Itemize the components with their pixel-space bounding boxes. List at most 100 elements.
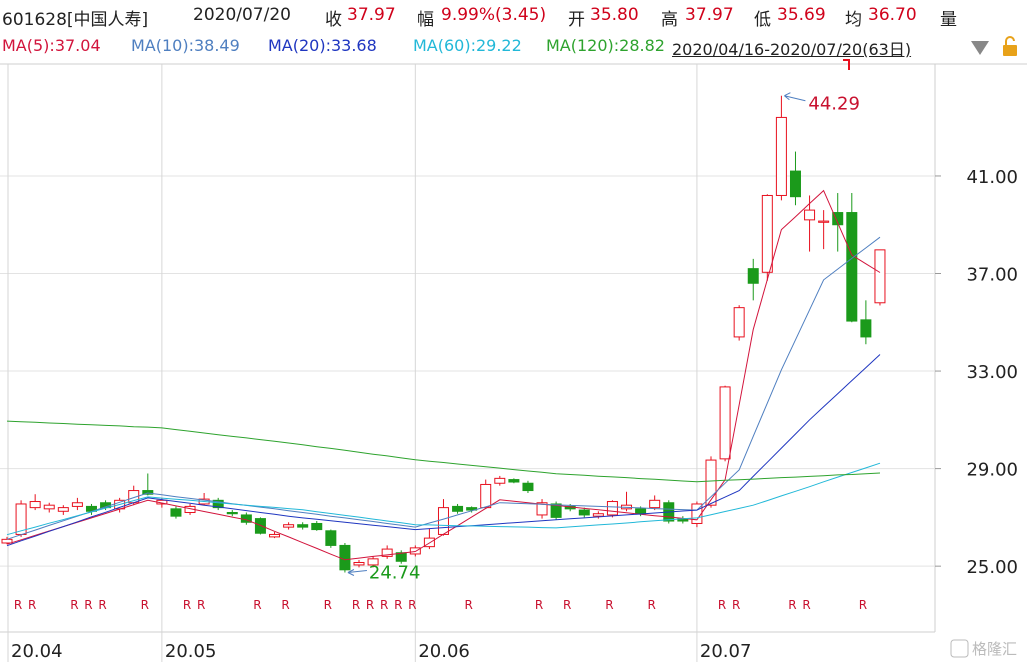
- field-label: 高: [661, 10, 678, 30]
- lock-icon[interactable]: [1003, 45, 1017, 56]
- flag: R: [70, 598, 78, 612]
- candle-body: [381, 548, 393, 557]
- watermark: 格隆汇: [972, 640, 1017, 658]
- candle-body: [325, 530, 337, 546]
- legend-value: 33.68: [330, 36, 377, 55]
- flag: R: [408, 598, 416, 612]
- ma-line: [6, 420, 881, 483]
- legend-name: MA(120): [546, 36, 619, 55]
- candle-body: [480, 483, 492, 509]
- flag: R: [732, 598, 740, 612]
- field-value: 36.70: [868, 5, 917, 25]
- y-tick-label: 29.00: [966, 460, 1018, 481]
- legend-name: MA(60): [413, 36, 476, 55]
- candle-body: [733, 307, 745, 338]
- low-arrow: [347, 569, 367, 576]
- flag: R: [535, 598, 543, 612]
- candle-body: [705, 459, 717, 506]
- flag: R: [366, 598, 374, 612]
- y-tick-label: 25.00: [966, 557, 1018, 578]
- field-label: 幅: [417, 10, 434, 30]
- legend-entry: MA(10)38.49: [131, 36, 240, 55]
- ma-line: [6, 354, 881, 547]
- candle-body: [226, 512, 238, 515]
- candle-body: [29, 501, 41, 509]
- flag: R: [648, 598, 656, 612]
- candle-body: [283, 524, 295, 528]
- candle-body: [311, 522, 323, 531]
- candle-body: [536, 502, 548, 516]
- candle-body: [691, 503, 703, 524]
- field-label: 均: [845, 10, 862, 30]
- flag: R: [605, 598, 613, 612]
- flag: R: [324, 598, 332, 612]
- field-value: 35.69: [777, 5, 826, 25]
- flag: R: [394, 598, 402, 612]
- y-tick-label: 33.00: [966, 362, 1018, 383]
- candle-body: [269, 533, 281, 538]
- flag: R: [197, 598, 205, 612]
- candle-body: [860, 319, 872, 338]
- legend-entry: MA(60)29.22: [413, 36, 522, 55]
- flag: R: [98, 598, 106, 612]
- legend-name: MA(10): [131, 36, 194, 55]
- field-label: 收: [325, 10, 342, 30]
- date-range[interactable]: 2020/04/16-2020/07/20(63日): [672, 40, 912, 59]
- flag: R: [281, 598, 289, 612]
- field-value: 37.97: [347, 5, 396, 25]
- lock-shackle: [1005, 36, 1015, 45]
- candle-body: [437, 507, 449, 535]
- candle-body: [71, 502, 83, 507]
- x-tick-label: 20.06: [418, 641, 470, 662]
- candle-body: [578, 509, 590, 516]
- legend-name: MA(20): [268, 36, 331, 55]
- candle-body: [170, 508, 182, 517]
- candle-body: [789, 170, 801, 198]
- legend-value: 29.22: [475, 36, 522, 55]
- flag: R: [253, 598, 261, 612]
- marker: [843, 59, 850, 70]
- candle-body: [832, 212, 844, 226]
- quote-date: 2020/07/20: [193, 5, 291, 25]
- legend-value: 38.49: [193, 36, 240, 55]
- candle-body: [649, 499, 661, 509]
- field-value: 9.99%(3.45): [441, 5, 547, 25]
- candle-body: [592, 513, 604, 517]
- candle-body: [1, 538, 13, 544]
- flag: R: [380, 598, 388, 612]
- y-tick-label: 37.00: [966, 265, 1018, 286]
- field-label: 开: [568, 10, 585, 30]
- candle-body: [142, 490, 154, 495]
- legend-value: 28.82: [619, 36, 665, 55]
- watermark-logo: [950, 639, 969, 658]
- candle-body: [804, 209, 816, 221]
- legend-icons: [971, 36, 1017, 56]
- ma-line: [6, 189, 881, 561]
- candle-body: [635, 508, 647, 515]
- flag: R: [718, 598, 726, 612]
- candle-body: [57, 507, 69, 512]
- x-tick-label: 20.05: [165, 641, 217, 662]
- candle-body: [522, 482, 534, 492]
- candle-body: [494, 477, 506, 484]
- flag: R: [84, 598, 92, 612]
- dropdown-icon[interactable]: [971, 41, 989, 55]
- candle-body: [775, 116, 787, 196]
- legend-entry: MA(5)37.04: [2, 36, 101, 55]
- candle-body: [423, 537, 435, 548]
- candle-body: [452, 505, 464, 512]
- field-value: 37.97: [685, 5, 734, 25]
- ma-line: [6, 236, 881, 540]
- candle-body: [466, 507, 478, 511]
- high-arrow: [784, 92, 806, 102]
- candle-body: [719, 386, 731, 460]
- field-value: 35.80: [590, 5, 639, 25]
- candle-body: [874, 249, 886, 304]
- flag: R: [14, 598, 22, 612]
- flag: R: [352, 598, 360, 612]
- stock-code: 601628[中国人寿]: [2, 10, 149, 30]
- flag: R: [141, 598, 149, 612]
- candle-body: [508, 479, 520, 483]
